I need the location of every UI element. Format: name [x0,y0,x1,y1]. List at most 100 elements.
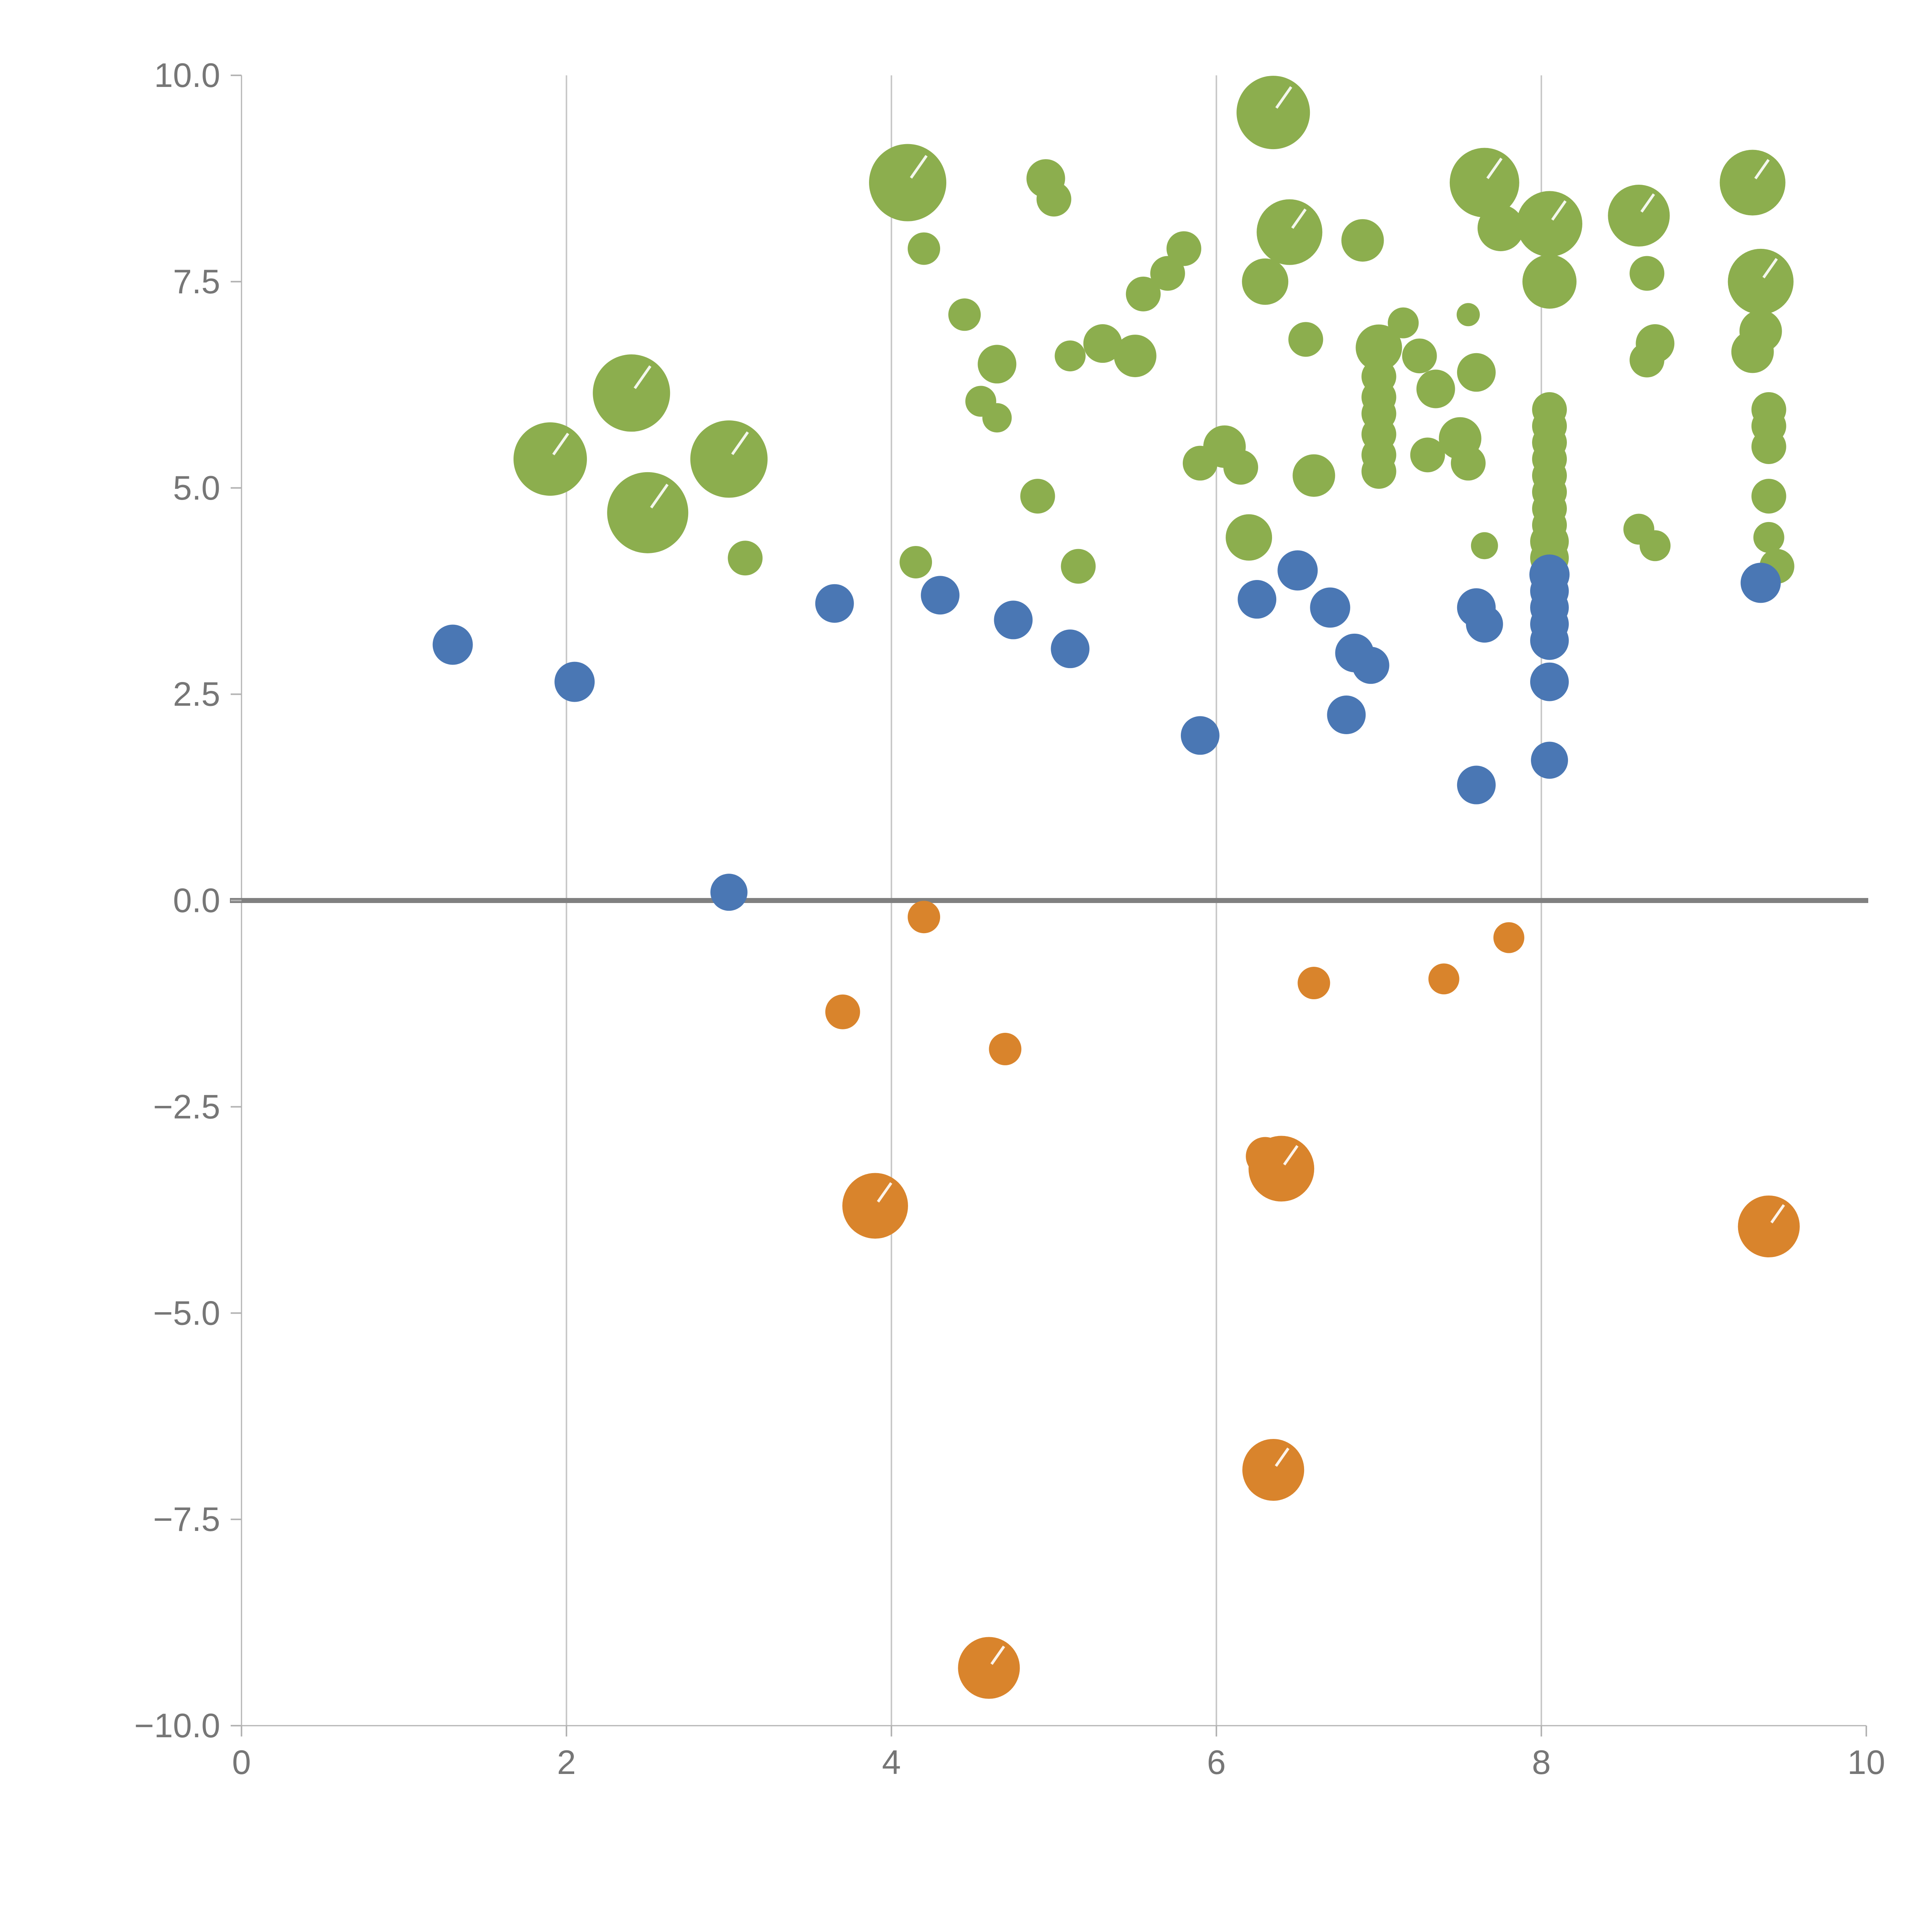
bubble-green [948,298,981,331]
y-tick-label: −7.5 [153,1500,220,1538]
bubble-blue [1530,662,1569,701]
bubble-blue [921,576,960,615]
bubble-blue [1466,605,1503,643]
bubble-blue [432,624,473,665]
y-tick-label: 5.0 [173,469,220,507]
bubble-green [1731,330,1774,373]
bubble-green [1517,191,1583,257]
bubble-orange [1428,963,1459,995]
bubble-highlight-tick [1486,157,1503,179]
bubble-blue [710,874,748,911]
bubble-green [1061,549,1096,584]
x-tick-label: 8 [1532,1743,1551,1781]
bubble-green [900,546,932,578]
bubble-highlight-tick [1770,1204,1785,1224]
bubble-orange [1298,967,1330,1000]
bubble-green [1753,522,1784,553]
y-tick-label: −2.5 [153,1087,220,1126]
bubble-green [728,541,763,576]
bubble-orange [825,994,860,1029]
bubble-highlight-tick [877,1182,893,1203]
bubble-green [1236,76,1310,150]
bubble-green [1388,307,1419,338]
bubble-green [1150,256,1185,291]
bubble-blue [1457,765,1496,804]
bubble-orange [1738,1196,1800,1258]
bubble-green [1639,530,1671,561]
y-tick-label: 10.0 [154,56,220,94]
x-tick-label: 4 [882,1743,901,1781]
bubble-highlight-tick [1283,1145,1299,1166]
x-tick-label: 10 [1847,1743,1885,1781]
y-tick-label: −5.0 [153,1294,220,1332]
bubble-green [1083,324,1122,363]
bubble-green [1114,335,1156,378]
x-tick-label: 0 [232,1743,251,1781]
bubble-green [1751,479,1786,514]
bubble-green [1166,231,1201,266]
bubble-green [513,422,587,496]
bubble-green [1361,454,1396,489]
bubble-blue [1180,716,1219,755]
bubble-blue [1310,587,1350,628]
bubble-green [1293,454,1335,497]
y-tick-label: 7.5 [173,262,220,301]
bubble-orange [1242,1439,1304,1501]
bubble-green [1355,324,1402,371]
bubble-highlight-tick [1275,1447,1290,1467]
bubble-orange [1248,1136,1315,1202]
bubble-green [908,232,940,265]
bubble-highlight-tick [1754,159,1770,180]
bubble-green [1608,185,1670,247]
bubble-green [1402,338,1437,374]
bubble-highlight-tick [1640,193,1655,213]
x-tick-label: 6 [1207,1743,1226,1781]
bubble-green [982,403,1012,433]
bubble-orange [908,901,940,934]
bubble-green [1410,437,1445,473]
bubble-blue [1531,742,1568,779]
bubble-blue [1530,621,1569,660]
bubble-green [1719,150,1786,216]
bubble-green [1522,254,1577,309]
bubble-highlight-tick [1551,200,1567,221]
bubble-green [1226,514,1272,561]
bubble-green [869,144,947,221]
y-tick-label: 2.5 [173,675,220,713]
bubble-blue [1277,550,1318,591]
bubble-green [1054,340,1086,372]
bubble-highlight-tick [650,483,669,509]
bubble-green [1416,369,1455,408]
bubble-highlight-tick [910,155,928,179]
bubble-orange [1493,922,1524,953]
bubble-green [1257,199,1323,265]
bubble-highlight-tick [990,1645,1005,1665]
bubble-orange [989,1032,1022,1065]
bubble-blue [815,584,854,623]
bubble-green [690,420,768,498]
bubble-highlight-tick [1291,208,1307,229]
bubble-blue [994,600,1033,639]
bubble-green [1288,322,1323,357]
bubble-highlight-tick [552,432,570,456]
bubble-green [1629,256,1665,291]
bubble-green [1477,205,1524,252]
y-tick-label: −10.0 [134,1706,220,1745]
bubble-blue [1238,580,1277,619]
bubble-green [1223,450,1259,485]
bubble-green [1456,303,1480,327]
bubble-blue [1051,629,1090,668]
bubble-green [1471,532,1498,560]
bubble-green [1457,353,1496,392]
bubble-blue [1740,563,1781,603]
bubble-blue [554,662,595,702]
bubble-blue [1352,646,1389,684]
bubble-green [1751,429,1786,464]
bubble-highlight-tick [1275,86,1293,109]
bubble-green [1451,446,1486,481]
bubble-highlight-tick [731,431,749,455]
bubble-green [1020,479,1055,514]
bubble-highlight-tick [633,365,651,389]
